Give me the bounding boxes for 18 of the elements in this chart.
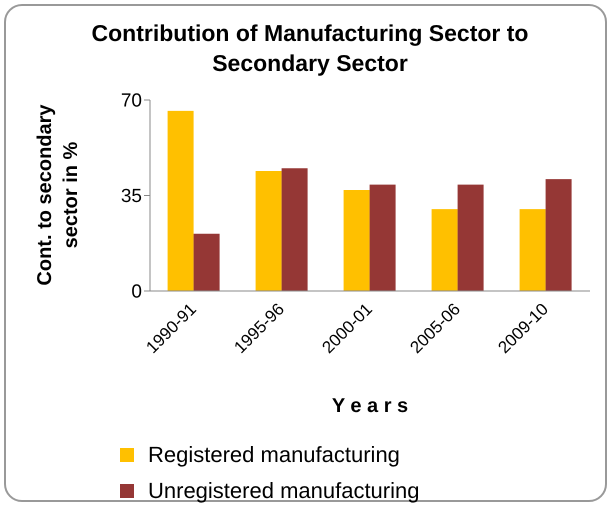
y-tick-label: 0 [131,282,142,303]
bar [282,168,308,291]
bar [432,209,458,291]
y-tick-label: 70 [120,90,142,112]
bar [194,234,220,291]
bar [458,184,484,291]
bar [520,209,546,291]
x-axis-title: Y e a r s [330,395,410,418]
bar [168,110,194,291]
chart-title: Contribution of Manufacturing Sector to Secondary Sector [90,19,530,78]
y-tick-label: 35 [120,186,142,208]
legend-label: Registered manufacturing [148,442,400,468]
y-axis-title: Cont. to secondary sector in % [33,103,83,288]
bar [344,190,370,291]
bar [546,179,572,291]
bar [256,170,282,291]
legend-label: Unregistered manufacturing [148,478,420,504]
bar [370,184,396,291]
